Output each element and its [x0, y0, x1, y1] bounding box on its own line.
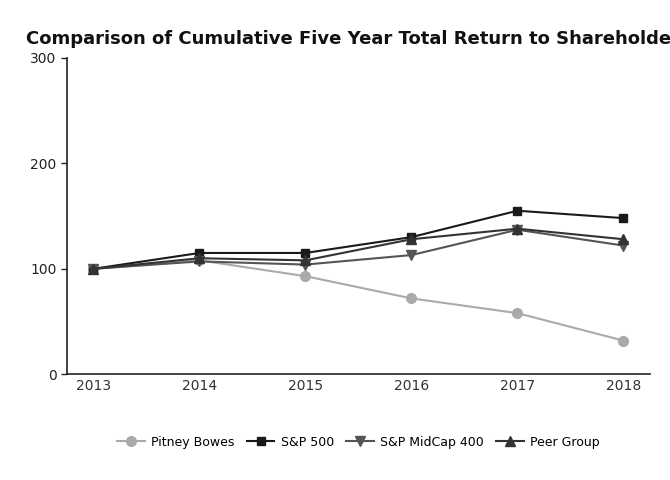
- Title: Comparison of Cumulative Five Year Total Return to Shareholders: Comparison of Cumulative Five Year Total…: [26, 30, 670, 48]
- Legend: Pitney Bowes, S&P 500, S&P MidCap 400, Peer Group: Pitney Bowes, S&P 500, S&P MidCap 400, P…: [112, 432, 605, 455]
